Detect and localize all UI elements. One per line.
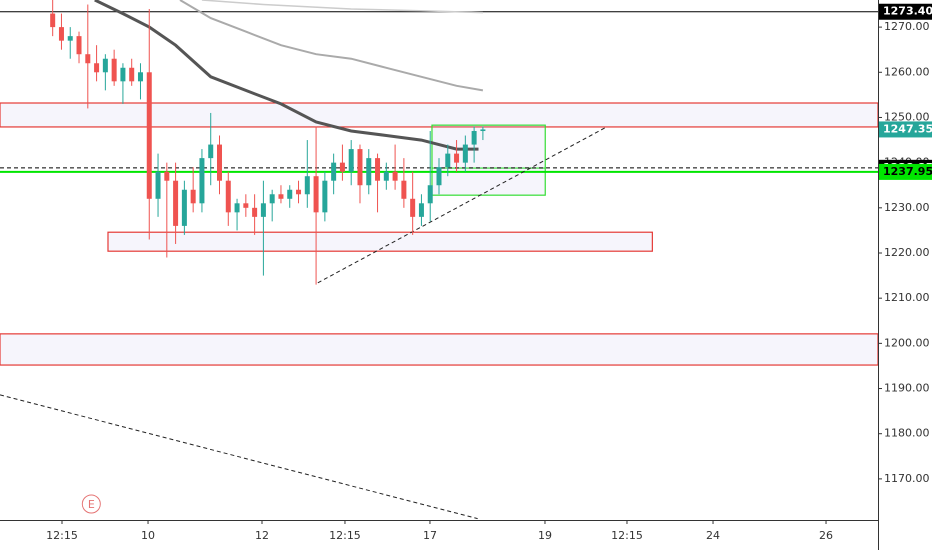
price-label: 1247.35 xyxy=(883,122,932,135)
candle-body xyxy=(260,203,266,217)
candle-body xyxy=(339,162,345,172)
candle-body xyxy=(76,36,82,55)
y-tick-label: 1170.00 xyxy=(884,472,930,485)
y-tick-label: 1210.00 xyxy=(884,291,930,304)
candle-body xyxy=(480,129,486,132)
candle-body xyxy=(287,189,293,199)
candle-body xyxy=(129,67,135,82)
candle-body xyxy=(94,63,100,73)
candle-body xyxy=(225,180,231,213)
candle-body xyxy=(67,36,73,41)
candle-body xyxy=(217,144,222,181)
y-tick-label: 1270.00 xyxy=(884,20,930,33)
candle-body xyxy=(445,153,451,168)
zone xyxy=(0,102,879,128)
x-tick-label: 12 xyxy=(255,529,269,542)
y-tick-label: 1230.00 xyxy=(884,201,930,214)
y-tick-label: 1180.00 xyxy=(884,427,930,440)
candle-body xyxy=(269,194,275,204)
moving-average xyxy=(201,0,483,14)
zone xyxy=(107,231,653,252)
y-tick-label: 1250.00 xyxy=(884,110,930,123)
candle-body xyxy=(331,162,337,181)
y-tick-label: 1220.00 xyxy=(884,246,930,259)
candle-body xyxy=(278,194,284,199)
candle-body xyxy=(392,171,398,181)
price-label: 1273.40 xyxy=(883,5,932,18)
x-tick-label: 24 xyxy=(706,529,720,542)
x-tick-label: 17 xyxy=(423,529,437,542)
zone xyxy=(0,333,879,366)
candle-body xyxy=(146,72,152,199)
event-label: E xyxy=(88,498,95,511)
candle-body xyxy=(181,189,187,226)
y-tick-label: 1200.00 xyxy=(884,336,930,349)
price-label-bg xyxy=(879,163,932,180)
candle-body xyxy=(436,167,442,186)
target-box xyxy=(431,124,546,196)
candle-body xyxy=(348,149,354,172)
candle-body xyxy=(120,67,126,82)
candle-body xyxy=(357,149,363,186)
candle-body xyxy=(322,180,328,213)
candle-body xyxy=(190,189,196,204)
candle-body xyxy=(234,203,240,213)
candle-body xyxy=(111,58,117,82)
x-tick-label: 10 xyxy=(141,529,155,542)
x-tick-label: 12:15 xyxy=(611,529,643,542)
candle-body xyxy=(366,158,372,186)
price-label-bg xyxy=(879,121,932,138)
x-tick-label: 26 xyxy=(819,529,833,542)
candle-body xyxy=(58,27,64,41)
y-tick-label: 1190.00 xyxy=(884,382,930,395)
candle-body xyxy=(427,185,433,204)
candle-body xyxy=(296,189,302,195)
candle-body xyxy=(208,144,214,159)
candle-body xyxy=(462,144,468,163)
x-tick-label: 19 xyxy=(538,529,552,542)
candle-body xyxy=(410,198,416,217)
candle-body xyxy=(383,171,389,181)
candle-body xyxy=(243,203,249,208)
x-tick-label: 12:15 xyxy=(329,529,361,542)
candle-body xyxy=(137,72,143,82)
candle-body xyxy=(401,180,407,199)
candle-body xyxy=(313,176,319,213)
moving-average xyxy=(179,0,484,92)
candle-body xyxy=(199,158,205,204)
x-tick-label: 12:15 xyxy=(46,529,78,542)
candle-body xyxy=(454,153,460,163)
trend-line xyxy=(317,127,606,284)
price-label-bg xyxy=(879,3,932,20)
candle-body xyxy=(252,207,258,217)
candle-body xyxy=(304,176,310,195)
plot-area: E xyxy=(0,0,879,520)
candle-body xyxy=(173,180,179,226)
candle-body xyxy=(85,54,91,64)
event-marker xyxy=(81,494,101,514)
candle-body xyxy=(471,131,477,145)
candle-body xyxy=(102,58,108,73)
candle-body xyxy=(375,158,381,181)
price-label: 1237.95 xyxy=(883,165,932,178)
candle-body xyxy=(164,171,170,181)
trend-line xyxy=(0,394,478,520)
y-tick-label: 1260.00 xyxy=(884,65,930,78)
candle-body xyxy=(50,13,56,28)
candle-body xyxy=(418,203,424,217)
candle-body xyxy=(155,171,161,199)
